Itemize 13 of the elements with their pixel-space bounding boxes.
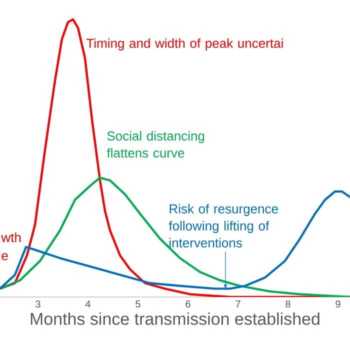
- x-axis-title: Months since transmission established: [30, 312, 320, 325]
- x-tick-label: 4: [85, 300, 90, 308]
- x-tick-label: 8: [286, 300, 290, 308]
- annotation: e: [2, 253, 8, 260]
- x-tick-label: 6: [186, 300, 190, 308]
- annotation: wth: [1, 232, 21, 242]
- x-tick-label: 7: [236, 300, 240, 308]
- annotation: Social distancing flattens curve: [106, 131, 204, 158]
- x-tick-label: 9: [336, 300, 340, 308]
- annotation: Risk of resurgence following lifting of interventions: [168, 204, 278, 248]
- x-tick-label: 3: [36, 300, 40, 308]
- x-tick-label: 5: [136, 300, 140, 308]
- annotation: Timing and width of peak uncertai: [86, 38, 283, 50]
